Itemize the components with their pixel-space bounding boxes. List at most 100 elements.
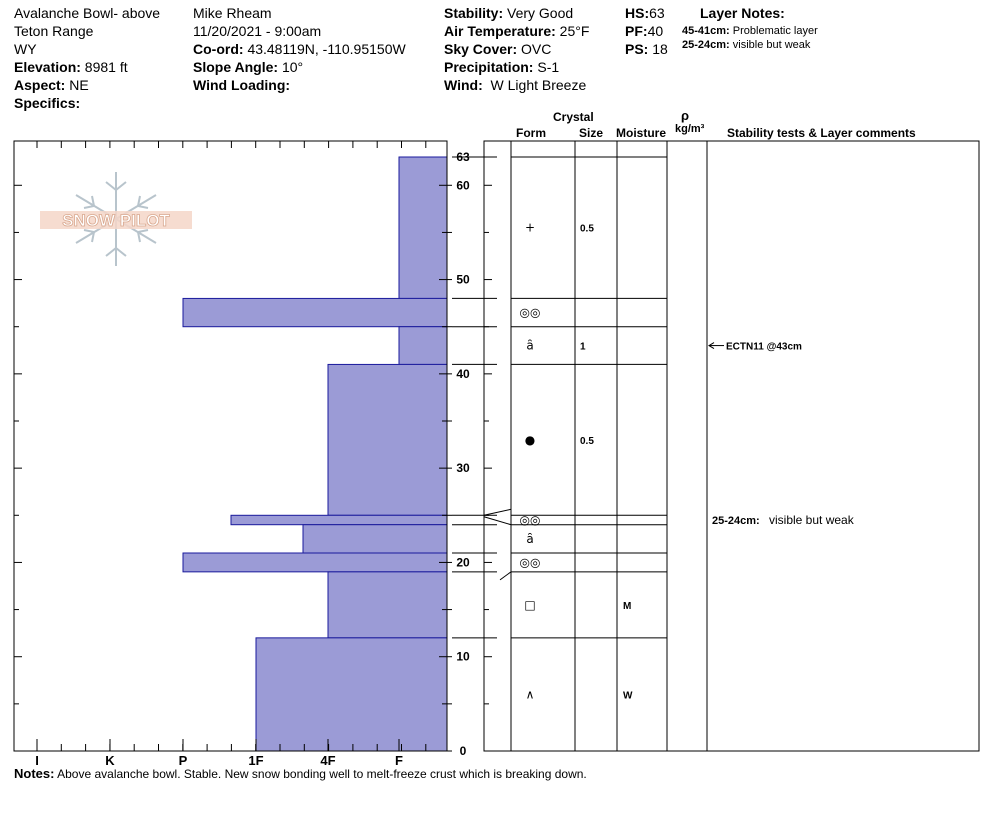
aspect-row: Aspect: NE bbox=[14, 76, 160, 94]
y-tick-label: 20 bbox=[456, 555, 470, 569]
size-header: Size bbox=[579, 126, 604, 140]
aspect-value: NE bbox=[69, 77, 89, 93]
conditions-info: Stability: Very Good Air Temperature: 25… bbox=[444, 4, 589, 94]
x-tick-label: I bbox=[35, 753, 39, 768]
hardness-bar bbox=[327, 571, 448, 639]
slope-label: Slope Angle: bbox=[193, 59, 279, 75]
precip-value: S-1 bbox=[537, 59, 560, 75]
notes-text: Above avalanche bowl. Stable. New snow b… bbox=[57, 767, 587, 781]
comments-header: Stability tests & Layer comments bbox=[727, 126, 916, 140]
moisture-value: W bbox=[623, 690, 633, 701]
hs-row: HS:63 bbox=[625, 4, 668, 22]
specifics-row: Specifics: bbox=[14, 94, 160, 112]
layer-notes-list: 45-41cm: Problematic layer 25-24cm: visi… bbox=[682, 24, 818, 52]
snowpilot-logo: SNOW PILOT bbox=[40, 172, 192, 266]
moisture-value: M bbox=[623, 601, 631, 612]
rho-header: ρ bbox=[681, 108, 690, 123]
y-tick-label: 10 bbox=[456, 650, 470, 664]
hs-value: 63 bbox=[649, 5, 665, 21]
y-tick-label: 40 bbox=[456, 367, 470, 381]
crystal-size-value: 1 bbox=[580, 342, 586, 353]
elevation-value: 8981 ft bbox=[84, 59, 128, 75]
layer-comment-range: 25-24cm: bbox=[712, 515, 760, 527]
precip-row: Precipitation: S-1 bbox=[444, 58, 589, 76]
wind-value: W Light Breeze bbox=[490, 77, 587, 93]
notes: Notes: Above avalanche bowl. Stable. New… bbox=[14, 766, 587, 781]
depth-info: HS:63 PF:40 PS: 18 bbox=[625, 4, 668, 58]
wind-loading-row: Wind Loading: bbox=[193, 76, 406, 94]
observer-name: Mike Rheam bbox=[193, 5, 272, 21]
sky-value: OVC bbox=[521, 41, 552, 57]
layer-note-text: visible but weak bbox=[732, 39, 811, 51]
layer-note-range: 25-24cm: bbox=[682, 39, 730, 51]
site-range: Teton Range bbox=[14, 23, 94, 39]
air-temp-row: Air Temperature: 25°F bbox=[444, 22, 589, 40]
layer-connector bbox=[483, 516, 512, 526]
layer-connector bbox=[483, 508, 512, 516]
coord-label: Co-ord: bbox=[193, 41, 244, 57]
aspect-label: Aspect: bbox=[14, 77, 66, 93]
y-tick-label: 60 bbox=[456, 178, 470, 192]
logo-text: SNOW PILOT bbox=[62, 211, 170, 230]
layer-note-item: 45-41cm: Problematic layer bbox=[682, 24, 818, 38]
hardness-bar bbox=[302, 524, 448, 554]
coord-value: 43.48119N, -110.95150W bbox=[247, 41, 406, 57]
crystal-form-symbol: ȃ bbox=[526, 339, 533, 353]
crystal-form-symbol: □ bbox=[524, 598, 535, 612]
site-state: WY bbox=[14, 41, 37, 57]
hardness-bar bbox=[182, 552, 448, 573]
wind-row: Wind: W Light Breeze bbox=[444, 76, 589, 94]
pf-row: PF:40 bbox=[625, 22, 668, 40]
layer-note-range: 45-41cm: bbox=[682, 25, 730, 37]
ps-value: 18 bbox=[652, 41, 668, 57]
wind-label: Wind: bbox=[444, 77, 483, 93]
stability-label: Stability: bbox=[444, 5, 504, 21]
notes-label: Notes: bbox=[14, 766, 55, 781]
observation-datetime: 11/20/2021 - 9:00am bbox=[193, 23, 322, 39]
crystal-form-symbol: ◎◎ bbox=[520, 555, 541, 569]
hs-label: HS: bbox=[625, 5, 650, 21]
form-header: Form bbox=[516, 126, 546, 140]
pf-label: PF: bbox=[625, 23, 648, 39]
x-tick-label: 1F bbox=[248, 753, 263, 768]
ps-label: PS: bbox=[625, 41, 649, 57]
elevation-label: Elevation: bbox=[14, 59, 81, 75]
y-tick-label: 30 bbox=[456, 461, 470, 475]
hardness-bar bbox=[230, 514, 448, 526]
hardness-bar bbox=[398, 326, 448, 365]
site-info: Avalanche Bowl- above Teton Range WY Ele… bbox=[14, 4, 160, 112]
x-tick-label: 4F bbox=[320, 753, 335, 768]
layer-note-item: 25-24cm: visible but weak bbox=[682, 38, 818, 52]
moisture-header: Moisture bbox=[616, 126, 667, 140]
slope-value: 10° bbox=[281, 59, 304, 75]
x-tick-label: P bbox=[179, 753, 188, 768]
hardness-plot-frame bbox=[13, 140, 448, 752]
stability-row: Stability: Very Good bbox=[444, 4, 589, 22]
observer-info: Mike Rheam 11/20/2021 - 9:00am Co-ord: 4… bbox=[193, 4, 406, 94]
elevation-row: Elevation: 8981 ft bbox=[14, 58, 160, 76]
layer-table-frame bbox=[483, 140, 980, 752]
coord-row: Co-ord: 43.48119N, -110.95150W bbox=[193, 40, 406, 58]
pf-value: 40 bbox=[647, 23, 664, 39]
x-tick-label: F bbox=[395, 753, 403, 768]
hardness-bar bbox=[182, 297, 448, 328]
crystal-header: Crystal bbox=[553, 110, 594, 124]
layer-connector bbox=[499, 571, 512, 581]
crystal-form-symbol: ◎◎ bbox=[520, 513, 541, 527]
crystal-size-value: 0.5 bbox=[580, 436, 594, 447]
layer-note-text: Problematic layer bbox=[732, 25, 818, 37]
sky-label: Sky Cover: bbox=[444, 41, 518, 57]
crystal-size-value: 0.5 bbox=[580, 224, 594, 235]
y-tick-label: 50 bbox=[456, 273, 470, 287]
air-temp-label: Air Temperature: bbox=[444, 23, 556, 39]
precip-label: Precipitation: bbox=[444, 59, 534, 75]
crystal-form-symbol: ∧ bbox=[526, 687, 535, 701]
stability-test-label: ECTN11 @43cm bbox=[726, 342, 802, 353]
wind-loading-label: Wind Loading: bbox=[193, 77, 291, 93]
specifics-label: Specifics: bbox=[14, 95, 81, 111]
sky-row: Sky Cover: OVC bbox=[444, 40, 589, 58]
hardness-bar bbox=[255, 637, 448, 752]
site-name: Avalanche Bowl- above bbox=[14, 5, 161, 21]
air-temp-value: 25°F bbox=[559, 23, 590, 39]
